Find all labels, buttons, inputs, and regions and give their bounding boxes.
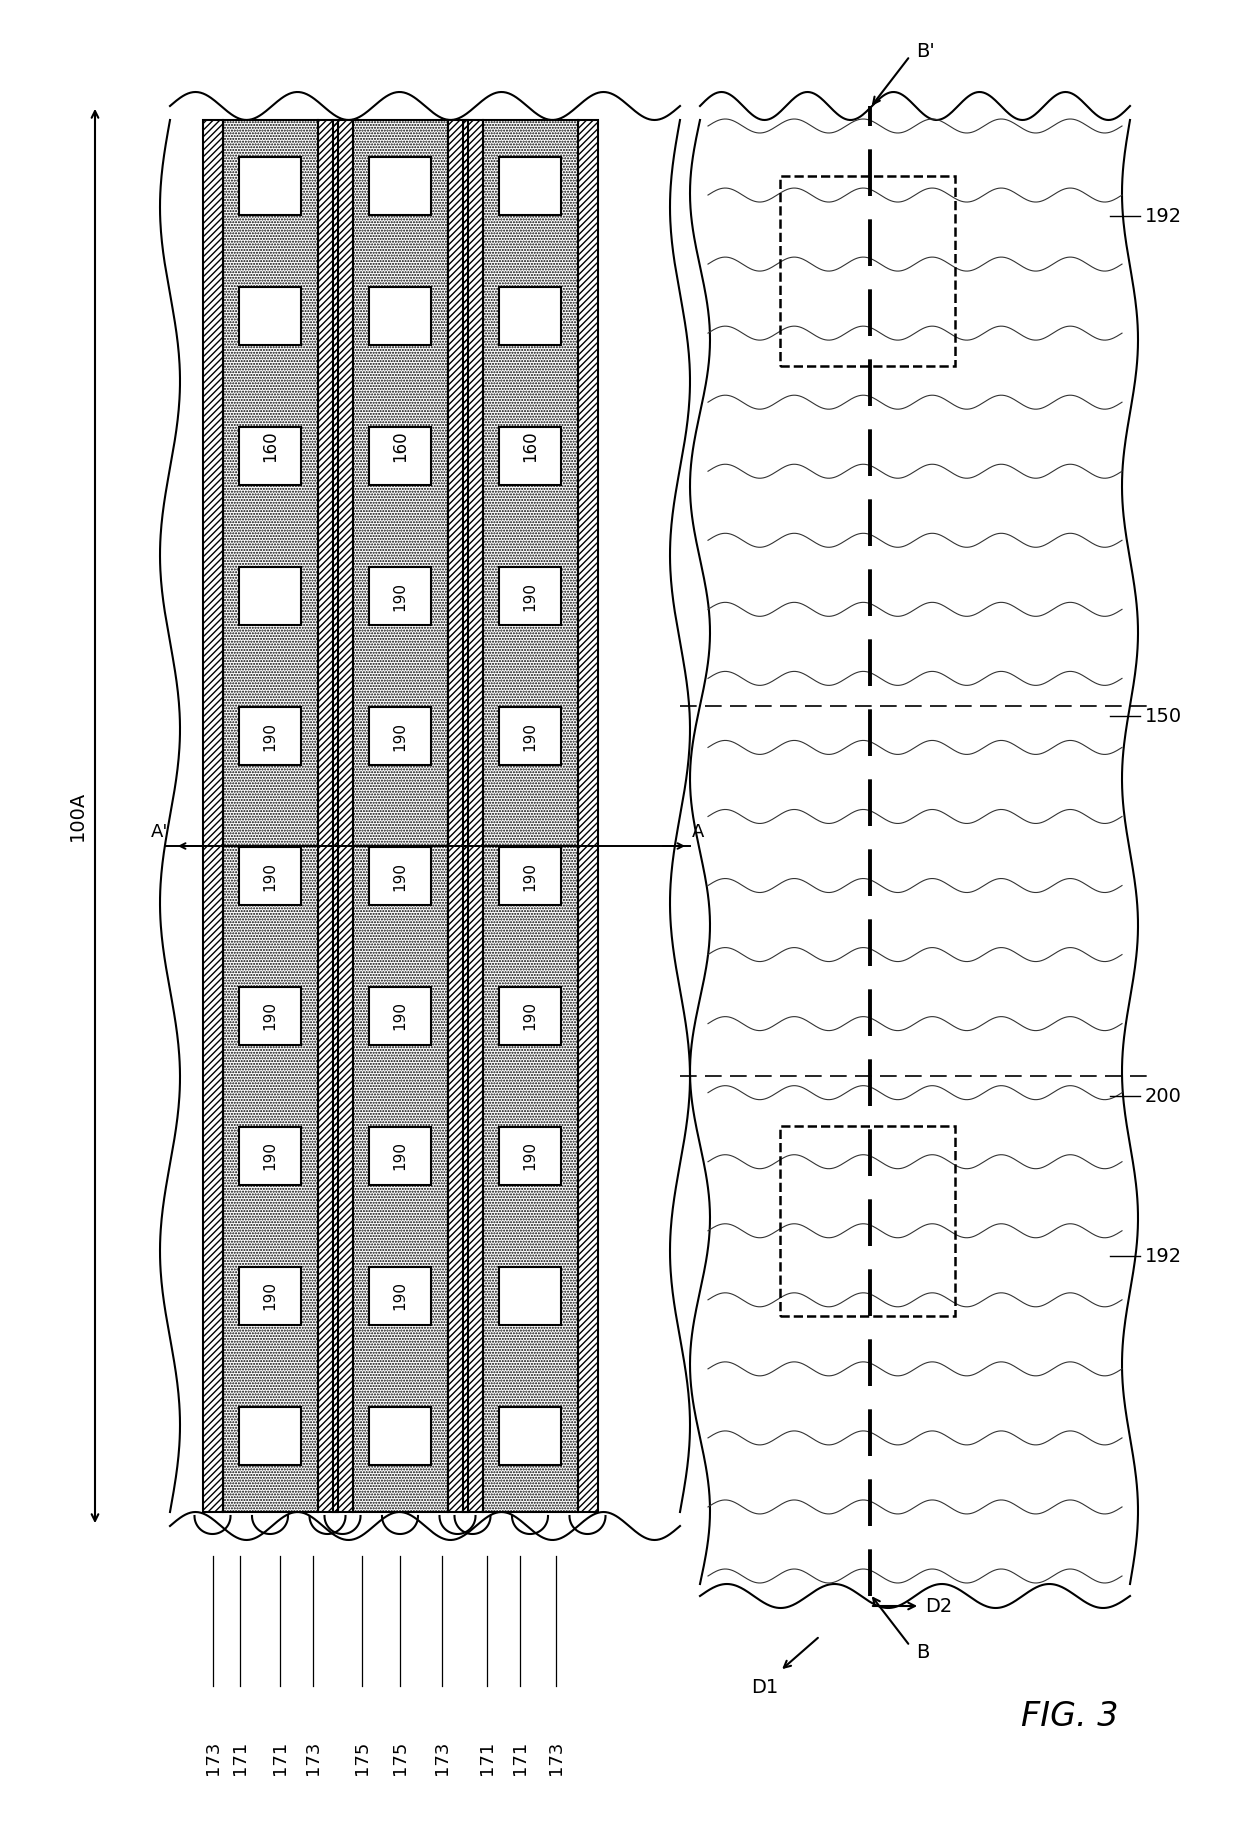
- Bar: [498, 287, 560, 345]
- Bar: [370, 707, 432, 765]
- Text: A': A': [150, 824, 167, 842]
- Text: 190: 190: [263, 1001, 278, 1030]
- Text: 190: 190: [393, 1001, 408, 1030]
- Text: 190: 190: [393, 1141, 408, 1170]
- Bar: [578, 121, 598, 1512]
- Bar: [370, 988, 432, 1044]
- Bar: [317, 121, 337, 1512]
- Bar: [370, 427, 432, 486]
- Text: 175: 175: [391, 1740, 409, 1775]
- Text: 190: 190: [393, 581, 408, 610]
- Bar: [239, 988, 301, 1044]
- Bar: [332, 121, 352, 1512]
- Text: 190: 190: [263, 721, 278, 750]
- Bar: [498, 988, 560, 1044]
- Bar: [352, 121, 448, 1512]
- Bar: [498, 847, 560, 906]
- Text: A: A: [692, 824, 704, 842]
- Bar: [780, 1127, 955, 1317]
- Bar: [370, 1408, 432, 1464]
- Text: 171: 171: [477, 1740, 496, 1775]
- Text: 192: 192: [1145, 206, 1182, 225]
- Text: 160: 160: [260, 431, 279, 462]
- Text: 190: 190: [263, 1141, 278, 1170]
- Bar: [448, 121, 467, 1512]
- Bar: [370, 157, 432, 215]
- Bar: [370, 847, 432, 906]
- Text: 192: 192: [1145, 1247, 1182, 1265]
- Text: 190: 190: [522, 581, 537, 610]
- Bar: [239, 847, 301, 906]
- Bar: [239, 568, 301, 624]
- Text: 173: 173: [205, 1740, 222, 1775]
- Bar: [202, 121, 222, 1512]
- Bar: [222, 121, 317, 1512]
- Bar: [370, 287, 432, 345]
- Text: 160: 160: [391, 431, 409, 462]
- Bar: [498, 157, 560, 215]
- Bar: [202, 121, 222, 1512]
- Text: 190: 190: [522, 1001, 537, 1030]
- Bar: [498, 1408, 560, 1464]
- Bar: [498, 1127, 560, 1185]
- Bar: [482, 121, 578, 1512]
- Text: 150: 150: [1145, 707, 1182, 725]
- Text: 190: 190: [522, 1141, 537, 1170]
- Bar: [370, 1127, 432, 1185]
- Bar: [780, 175, 955, 365]
- Text: 100A: 100A: [68, 791, 87, 842]
- Bar: [463, 121, 482, 1512]
- Bar: [463, 121, 482, 1512]
- Text: 175: 175: [353, 1740, 371, 1775]
- Text: 200: 200: [1145, 1086, 1182, 1105]
- Text: 171: 171: [231, 1740, 249, 1775]
- Bar: [578, 121, 598, 1512]
- Text: 173: 173: [304, 1740, 322, 1775]
- Text: 171: 171: [272, 1740, 289, 1775]
- Text: D2: D2: [925, 1596, 952, 1616]
- Bar: [332, 121, 352, 1512]
- Text: B': B': [916, 42, 935, 60]
- Bar: [498, 568, 560, 624]
- Bar: [239, 287, 301, 345]
- Text: 190: 190: [263, 1282, 278, 1311]
- Bar: [239, 1127, 301, 1185]
- Bar: [239, 1408, 301, 1464]
- Bar: [448, 121, 467, 1512]
- Bar: [498, 427, 560, 486]
- Text: 190: 190: [263, 862, 278, 891]
- Bar: [317, 121, 337, 1512]
- Text: 190: 190: [393, 862, 408, 891]
- Bar: [498, 707, 560, 765]
- Text: 171: 171: [511, 1740, 529, 1775]
- Text: 160: 160: [521, 431, 539, 462]
- Text: 190: 190: [393, 721, 408, 750]
- Text: 173: 173: [547, 1740, 565, 1775]
- Bar: [370, 568, 432, 624]
- Bar: [239, 157, 301, 215]
- Text: 190: 190: [522, 862, 537, 891]
- Text: 190: 190: [393, 1282, 408, 1311]
- Bar: [239, 707, 301, 765]
- Text: 173: 173: [433, 1740, 451, 1775]
- Bar: [498, 1267, 560, 1326]
- Text: 190: 190: [522, 721, 537, 750]
- Bar: [239, 427, 301, 486]
- Bar: [370, 1267, 432, 1326]
- Bar: [239, 1267, 301, 1326]
- Text: B: B: [916, 1643, 929, 1662]
- Text: FIG. 3: FIG. 3: [1022, 1700, 1118, 1733]
- Text: D1: D1: [751, 1678, 779, 1696]
